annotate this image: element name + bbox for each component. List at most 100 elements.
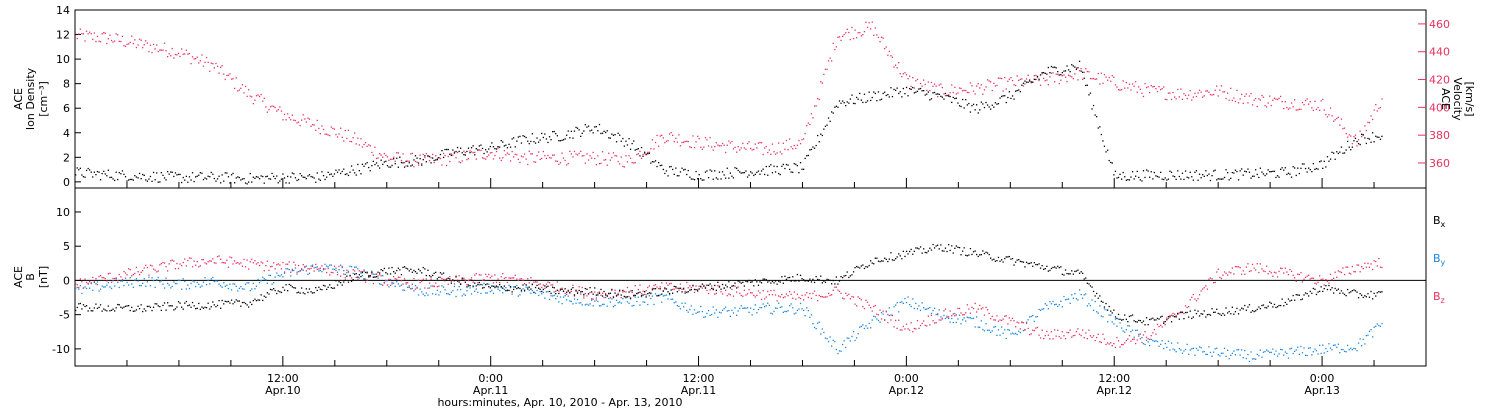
density-point [837,106,839,108]
by-point [718,311,721,313]
by-point [806,307,808,309]
density-point [106,175,108,177]
velocity-point [795,147,797,149]
by-point [257,278,259,281]
density-point [438,157,440,159]
by-point [354,266,356,268]
by-point [76,286,78,289]
bx-point [570,288,572,290]
density-point [436,159,438,161]
by-point [1303,347,1305,349]
velocity-point [372,154,374,156]
by-point [1133,336,1135,338]
velocity-point [1378,107,1380,110]
velocity-point [972,90,975,92]
velocity-point [1308,103,1310,105]
bz-point [654,284,657,286]
velocity-point [1116,86,1118,88]
by-point [227,287,230,290]
density-point [723,174,725,176]
bx-point [1008,255,1010,258]
density-point [210,171,212,174]
bz-point [1114,346,1117,349]
by-point [1244,349,1246,352]
density-point [817,134,819,137]
bx-point [118,304,120,306]
velocity-point [1082,78,1084,80]
velocity-point [969,82,972,84]
velocity-point [921,85,923,87]
bx-point [860,265,862,267]
velocity-point [478,149,480,151]
bx-point [767,281,769,283]
bx-point [500,286,502,288]
by-point [474,290,476,292]
velocity-point [672,134,674,136]
velocity-point [405,165,407,167]
by-point [1183,350,1185,352]
velocity-point [1329,107,1332,109]
velocity-point [569,150,571,152]
velocity-point [505,154,507,156]
velocity-point [1092,77,1095,80]
density-point [890,87,892,89]
bz-point [888,314,890,317]
density-point [509,146,512,148]
velocity-point [1270,104,1272,107]
by-point [1300,345,1302,348]
bx-point [280,291,283,294]
density-point [494,148,496,150]
density-point [1228,179,1230,181]
by-point [1280,348,1282,351]
by-point [1251,358,1254,360]
by-point [1094,300,1096,303]
density-point [1370,141,1372,143]
density-point [466,150,468,153]
density-point [668,166,671,168]
by-point [120,280,122,282]
bx-point [852,271,855,273]
bx-point [171,305,173,307]
velocity-point [541,157,543,160]
bx-point [689,289,691,291]
density-point [784,167,786,170]
velocity-point [997,77,1000,79]
bx-point [748,279,750,282]
velocity-point [148,51,150,53]
density-point [1200,177,1202,179]
bx-point [765,279,767,281]
bx-point [397,267,399,269]
density-point [1021,84,1023,86]
bx-point [327,286,329,288]
bx-point [297,291,300,293]
velocity-series [75,21,1383,168]
bx-point [530,288,532,290]
velocity-point [413,166,415,168]
bx-point [1139,320,1141,322]
by-point [1248,360,1251,363]
bx-point [318,286,320,288]
bz-point [265,265,267,267]
bx-point [1089,285,1092,287]
velocity-point [182,53,184,55]
bz-point [1236,266,1238,268]
density-point [1227,172,1229,174]
density-point [1266,173,1268,175]
bx-point [1219,313,1221,315]
velocity-point [134,39,136,41]
density-point [174,172,177,174]
bx-point [483,286,485,289]
by-point [1038,308,1040,311]
velocity-point [316,119,318,122]
velocity-point [132,42,134,45]
velocity-point [1150,85,1152,87]
bx-point [1021,261,1023,263]
by-point [570,300,572,303]
density-point [592,132,594,134]
velocity-point [156,44,158,46]
density-point [205,178,208,180]
bx-point [262,299,264,302]
density-point [1381,135,1383,137]
bx-point [1025,261,1028,263]
density-point [491,142,493,144]
